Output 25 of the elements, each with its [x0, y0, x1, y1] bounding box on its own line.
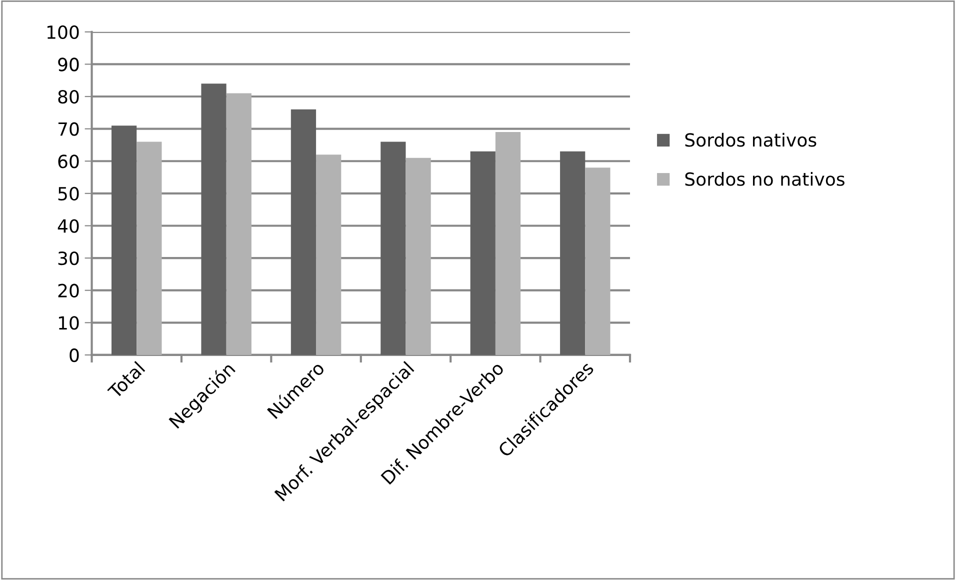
bar [380, 142, 406, 355]
bar [136, 142, 162, 355]
bar [201, 84, 226, 355]
y-tick-label: 10 [58, 316, 79, 330]
y-tick-label: 30 [58, 252, 79, 266]
y-tick-label: 0 [70, 348, 79, 362]
bar [406, 158, 431, 355]
bar [470, 151, 496, 355]
y-tick-label: 20 [58, 284, 79, 298]
bar [226, 93, 252, 355]
bar [560, 151, 586, 355]
bar [495, 132, 521, 355]
y-tick-label: 40 [58, 219, 79, 233]
bar [585, 168, 610, 355]
bar [112, 126, 137, 355]
y-tick-label: 80 [58, 90, 79, 104]
y-tick-label: 60 [58, 154, 79, 168]
y-tick-label: 90 [58, 58, 79, 72]
bar [290, 109, 316, 355]
legend-label: Sordos no nativos [685, 172, 844, 186]
y-tick-label: 50 [58, 186, 79, 201]
y-tick-label: 100 [47, 25, 79, 40]
bar [316, 154, 342, 355]
legend-label: Sordos nativos [685, 132, 816, 147]
y-tick-label: 70 [58, 122, 79, 136]
